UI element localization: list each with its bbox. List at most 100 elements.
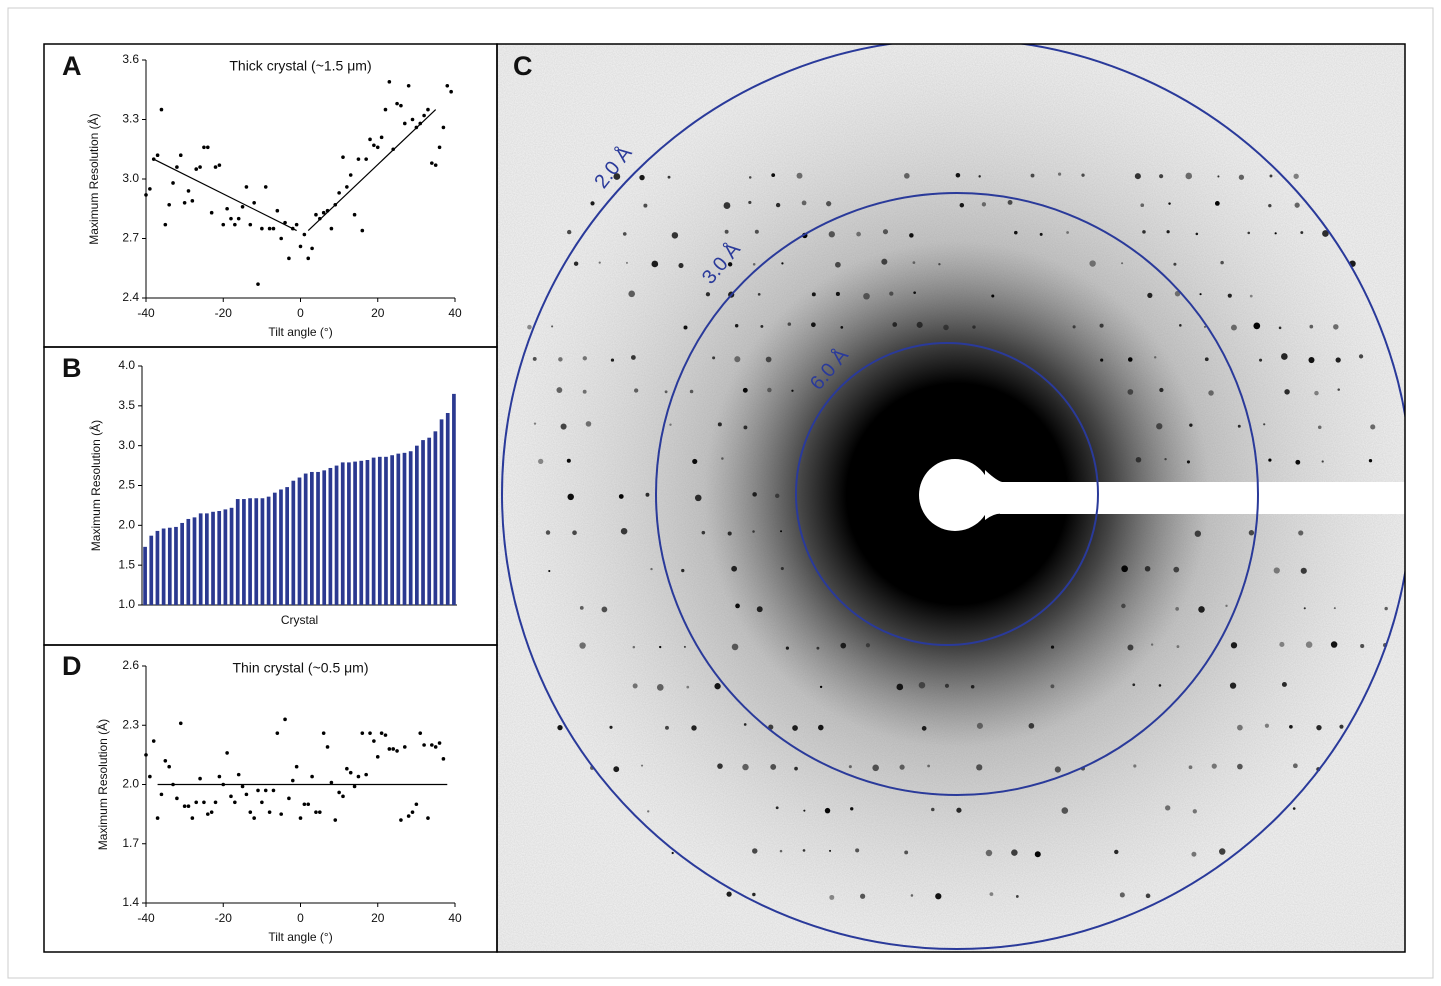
diffraction-spot [792,725,798,731]
point [148,774,152,779]
point [368,137,372,142]
diffraction-spot [1269,174,1273,178]
point [206,145,210,150]
point [263,788,268,793]
diffraction-spot [618,494,624,499]
diffraction-spot [694,494,702,502]
diffraction-spot [780,530,783,533]
diffraction-spot [899,764,905,770]
bar [248,498,252,605]
point [329,226,334,231]
spots [527,172,1388,900]
point [186,189,191,193]
diffraction-spot [1238,174,1245,180]
point [283,220,287,225]
diffraction-spot [855,848,860,853]
diffraction-spot [1300,567,1307,574]
point [306,256,311,261]
point [263,185,268,189]
panel-letter: C [513,51,533,81]
y-tick-label: 1.5 [118,557,135,571]
bar [186,518,191,605]
diffraction-spot [1147,292,1153,298]
diffraction-spot [801,200,807,206]
x-tick-label: 0 [297,911,304,925]
y-tick-label: 2.3 [122,717,139,731]
point [399,103,403,108]
point [402,745,407,749]
point [345,766,349,771]
diffraction-spot [863,292,870,300]
bar [359,460,364,605]
diffraction-spot [1229,682,1237,689]
bar [377,456,382,605]
point [414,802,419,807]
diffraction-spot [872,764,879,772]
diffraction-spot [625,261,628,264]
diffraction-spot [1339,724,1344,729]
point [229,216,233,221]
diffraction-spot [1292,763,1298,769]
point [267,226,272,231]
diffraction-spot [558,357,563,362]
x-tick-label: -40 [137,306,155,320]
point [217,774,222,779]
point [209,210,214,215]
diffraction-spot [742,387,748,393]
x-tick-label: 0 [297,306,304,320]
diffraction-spot [712,356,716,360]
diffraction-spot [545,530,551,535]
point [275,731,280,735]
bar [211,511,215,605]
diffraction-spot [609,725,613,729]
diffraction-spot [865,643,871,648]
diffraction-spot [632,683,638,689]
diffraction-spot [1165,805,1171,811]
diffraction-spot [573,261,579,266]
diffraction-spot [551,325,554,328]
panel-letter: D [62,651,82,681]
diffraction-spot [916,321,923,328]
point [372,739,376,743]
bar [384,456,388,605]
diffraction-spot [816,646,820,650]
point [441,125,446,130]
bar [402,452,407,605]
diffraction-spot [1156,423,1163,430]
point [229,794,233,799]
point [283,717,287,722]
diffraction-spot [912,261,916,265]
diffraction-spot [910,894,914,897]
point [360,731,365,735]
diffraction-spot [1198,606,1205,613]
diffraction-spot [1030,173,1035,178]
panel-letter: A [62,51,82,81]
diffraction-spot [1127,644,1134,651]
diffraction-spot [1227,293,1232,298]
point [256,788,260,793]
diffraction-spot [727,262,733,267]
point [348,770,353,775]
y-tick-label: 1.0 [118,597,135,611]
diffraction-spot [1186,460,1191,464]
point [267,810,272,814]
point [287,796,291,801]
diffraction-spot [1322,230,1329,237]
point [375,755,380,759]
diffraction-spot [1330,641,1338,648]
point [356,157,361,161]
diffraction-spot [598,261,601,264]
point [279,236,283,241]
point [175,796,179,801]
bar [452,393,456,605]
bar [229,507,234,605]
bar [260,498,265,605]
diffraction-spot [705,292,711,297]
point [410,117,415,122]
diffraction-spot [1300,231,1304,235]
diffraction-spot [1168,202,1171,205]
diffraction-spot [1066,231,1069,234]
diffraction-spot [829,894,835,900]
point [275,208,280,213]
point [410,810,415,814]
